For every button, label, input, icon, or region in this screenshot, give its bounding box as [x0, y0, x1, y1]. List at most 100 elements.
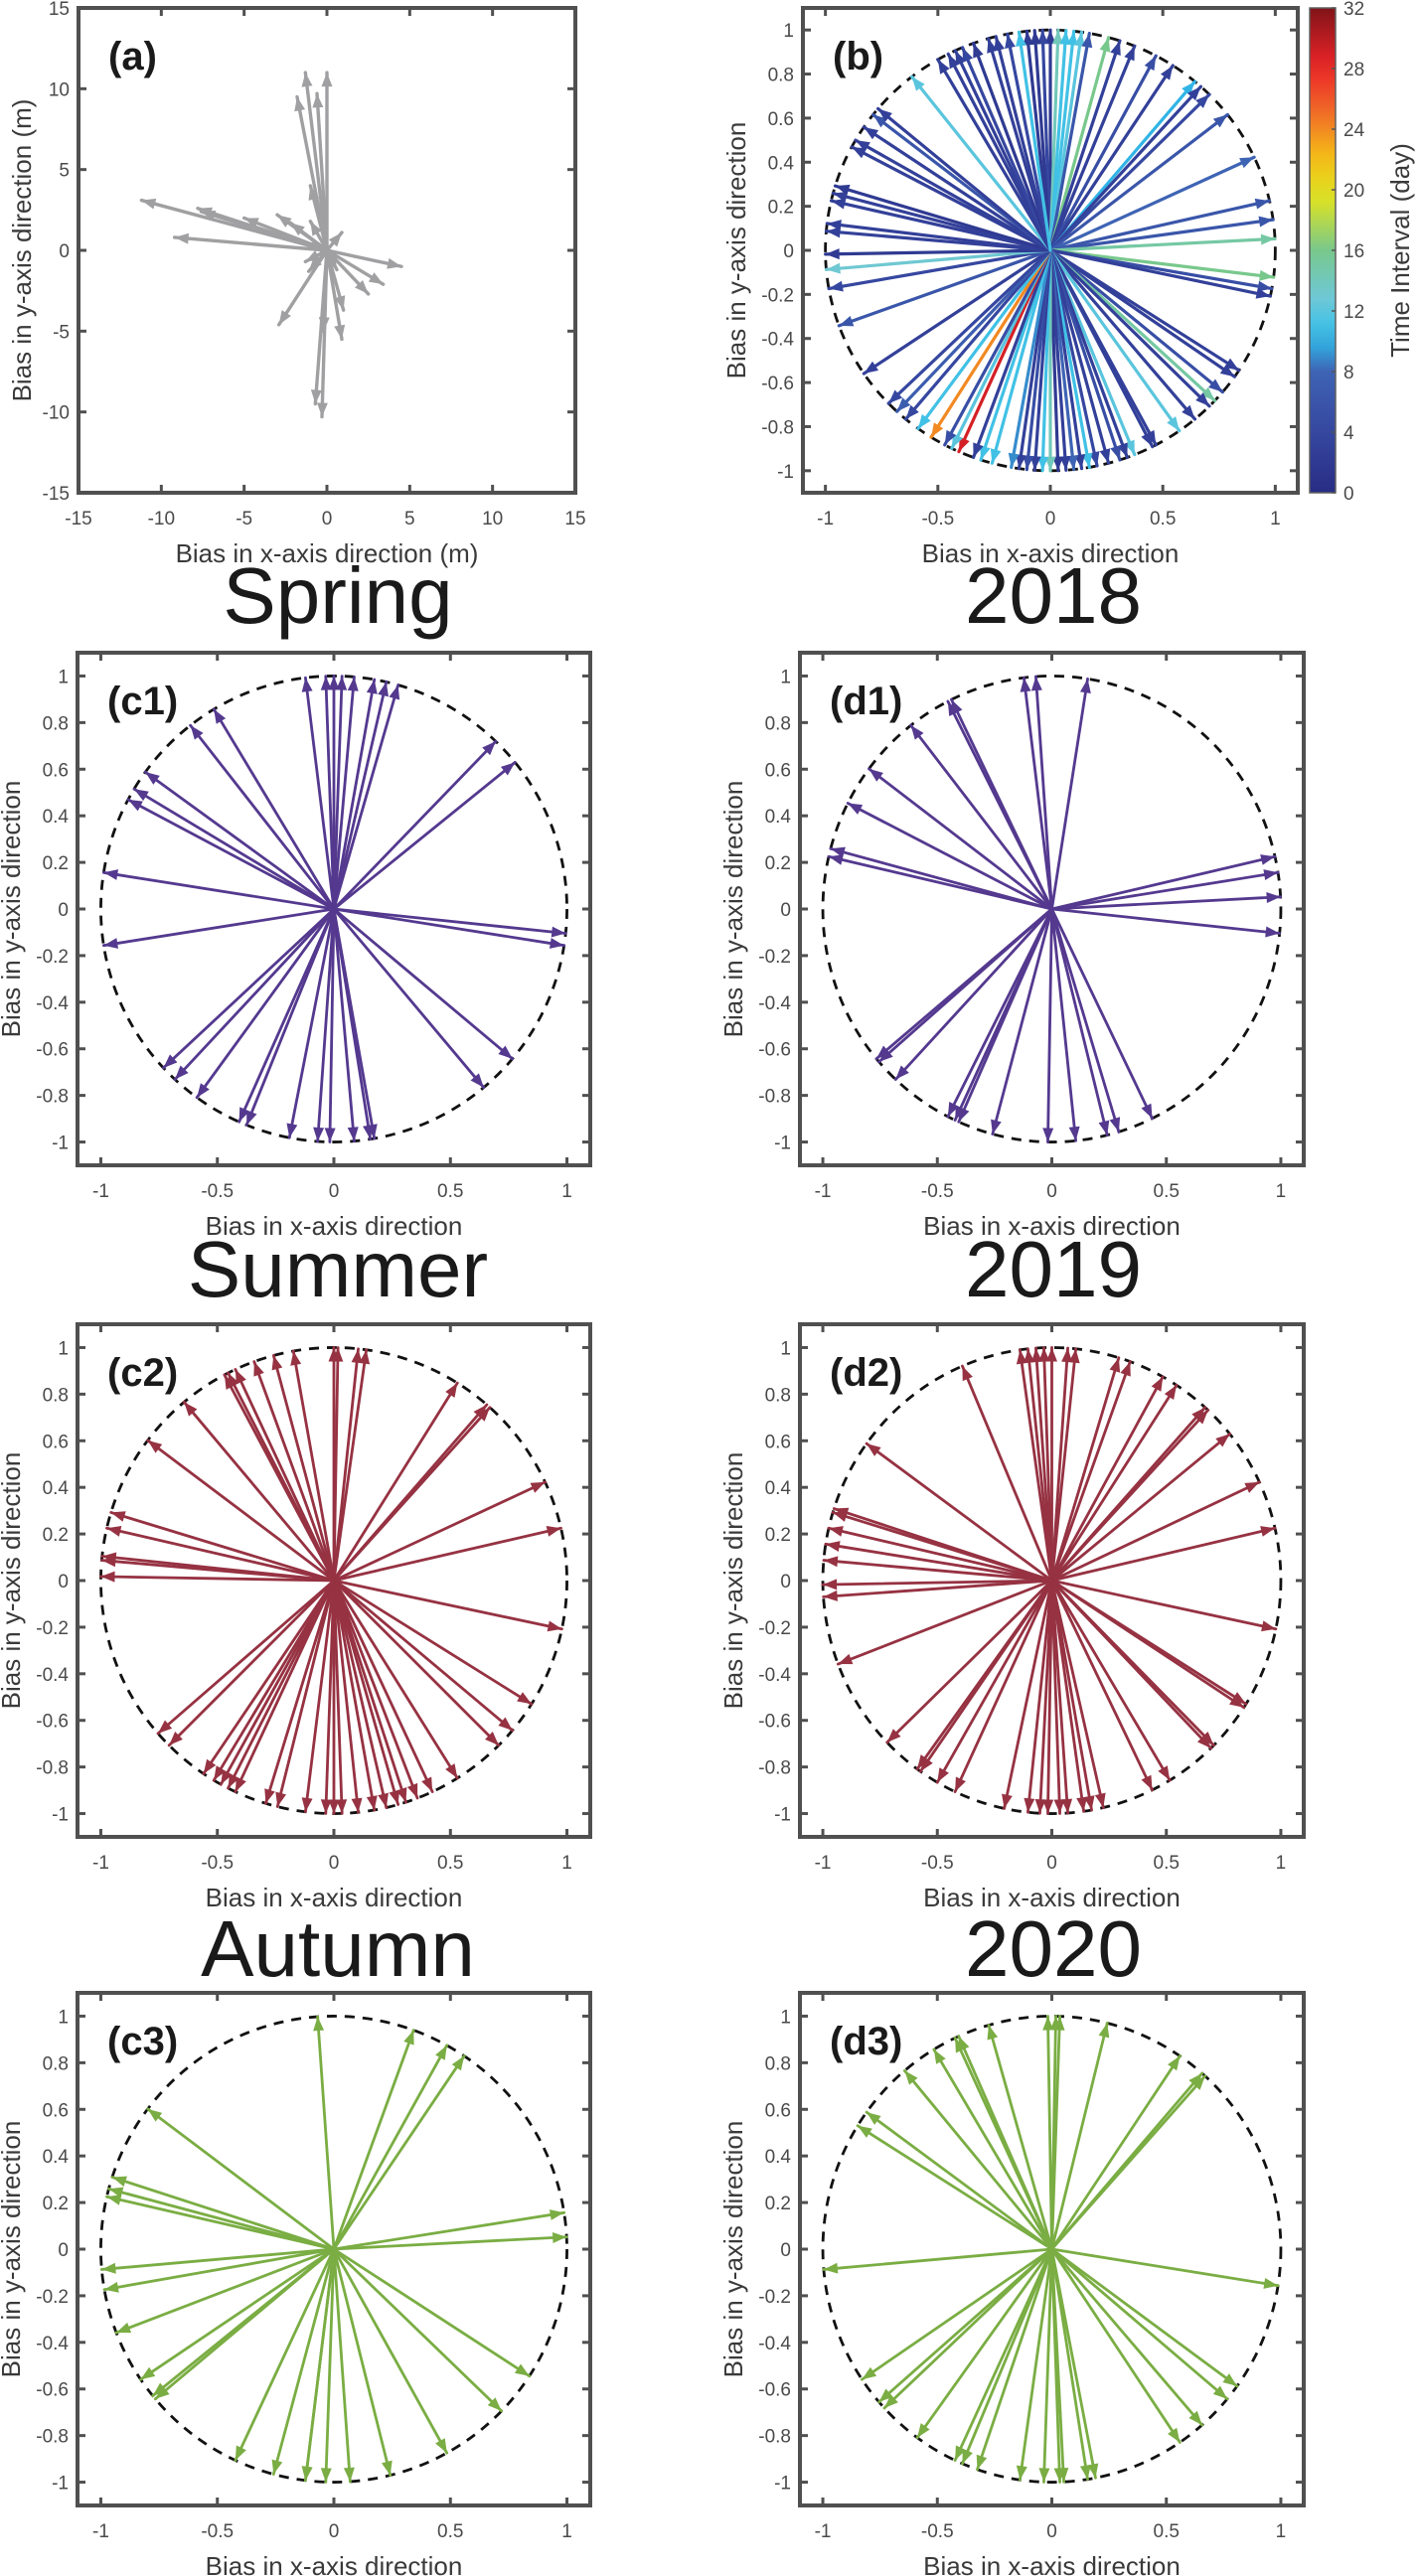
x-tick-label: 5: [404, 509, 415, 530]
y-tick-label: -15: [43, 484, 70, 505]
x-tick-label: 1: [561, 2521, 572, 2542]
unit-circle: [821, 1346, 1283, 1815]
y-tick-label: -0.2: [758, 2287, 791, 2308]
x-tick-label: -0.5: [921, 1181, 954, 1202]
panel-tag: (a): [108, 35, 157, 78]
y-tick-label: -0.8: [758, 2427, 791, 2448]
panel-tag: (d1): [830, 680, 902, 723]
y-axis-label: Bias in y-axis direction: [721, 122, 751, 379]
unit-circle: [821, 675, 1283, 1143]
y-tick-label: -10: [43, 403, 70, 424]
x-tick-label: 1: [561, 1181, 572, 1202]
y-tick-label: 0.8: [765, 2053, 791, 2074]
colorbar-tick-label: 20: [1343, 181, 1364, 202]
x-axis-label: Bias in x-axis direction: [923, 2551, 1181, 2576]
panel-c2: -1 -0.5 0 0.5 1 -1 -0.8 -0.6 -0.4 -0.2 0 0.2 0.4 0.6 0…: [0, 1322, 592, 1912]
row-title-summer: Summer: [187, 1225, 489, 1313]
y-tick-label: -1: [774, 1805, 791, 1826]
y-tick-label: -0.6: [36, 1040, 69, 1061]
panel-tag: (d3): [830, 2020, 902, 2063]
y-tick-label: -0.4: [36, 1665, 69, 1686]
y-axis-label: Bias in y-axis direction: [0, 1452, 26, 1710]
panel-d1: -1 -0.5 0 0.5 1 -1 -0.8 -0.6 -0.4 -0.2 0 0.2 0.4 0.6 0…: [718, 651, 1306, 1241]
x-tick-label: 0: [1046, 2521, 1057, 2542]
x-tick-label: 1: [1276, 1181, 1287, 1202]
y-tick-label: 0.4: [765, 2147, 792, 2168]
x-tick-label: 0.5: [1154, 1853, 1180, 1874]
y-tick-label: 0.8: [43, 1385, 69, 1406]
y-tick-label: -0.2: [36, 2287, 69, 2308]
y-tick-label: 1: [780, 1338, 791, 1359]
y-tick-label: 0: [58, 900, 69, 921]
y-axis-label: Bias in y-axis direction: [0, 2121, 26, 2378]
y-tick-label: -1: [774, 2474, 791, 2495]
y-tick-label: 0.6: [765, 760, 791, 781]
panel-c1: -1 -0.5 0 0.5 1 -1 -0.8 -0.6 -0.4 -0.2 0 0.2 0.4 0.6 0…: [0, 651, 592, 1241]
x-tick-label: -15: [65, 509, 91, 530]
y-tick-label: 0.6: [43, 760, 69, 781]
x-tick-label: -0.5: [921, 2521, 954, 2542]
y-tick-label: -0.6: [761, 374, 794, 394]
row-title-autumn: Autumn: [201, 1904, 475, 1993]
row-title-2018: 2018: [965, 551, 1142, 640]
y-tick-label: 0.2: [43, 853, 69, 874]
x-tick-label: 15: [564, 509, 585, 530]
y-tick-label: -0.2: [761, 285, 794, 306]
y-tick-label: 0: [780, 900, 791, 921]
x-tick-label: -1: [815, 2521, 832, 2542]
y-tick-label: -0.8: [758, 1087, 791, 1108]
y-tick-label: 0.8: [43, 713, 69, 734]
x-tick-label: 0.5: [1150, 509, 1176, 530]
x-tick-label: 0.5: [1154, 1181, 1180, 1202]
x-axis-label: Bias in x-axis direction: [206, 1883, 463, 1912]
y-tick-label: 0: [58, 2240, 69, 2261]
y-tick-label: -0.6: [758, 2380, 791, 2401]
y-tick-label: -0.4: [758, 2334, 791, 2354]
x-tick-label: -0.5: [201, 2521, 234, 2542]
panel-tag: (c3): [107, 2020, 178, 2063]
x-tick-label: 0.5: [437, 1853, 463, 1874]
y-tick-label: -0.2: [36, 947, 69, 968]
x-tick-label: 1: [1276, 2521, 1287, 2542]
y-tick-label: 10: [49, 79, 70, 100]
x-axis-label: Bias in x-axis direction (m): [176, 538, 479, 568]
y-tick-label: 0: [780, 2240, 791, 2261]
colorbar-tick-label: 0: [1343, 484, 1354, 505]
y-tick-label: 5: [59, 161, 70, 182]
y-tick-label: -1: [52, 2474, 69, 2495]
x-tick-label: -10: [148, 509, 175, 530]
y-tick-label: -1: [774, 1134, 791, 1154]
x-tick-label: -1: [815, 1853, 832, 1874]
y-tick-label: 1: [780, 2007, 791, 2028]
y-tick-label: -0.8: [761, 417, 794, 438]
y-tick-label: -0.4: [761, 330, 794, 351]
panel-a: -15 -10 -5 0 5 10 15 -15 -10 -5 0 5 10 15 Bias in x-ax…: [7, 0, 586, 568]
x-axis-label: Bias in x-axis direction: [206, 1211, 463, 1241]
x-tick-label: 0.5: [437, 1181, 463, 1202]
y-tick-label: 0.4: [43, 807, 70, 828]
x-tick-label: 0: [1046, 1853, 1057, 1874]
panel-tag: (d2): [830, 1351, 902, 1395]
y-tick-label: 0: [780, 1572, 791, 1592]
x-tick-label: -0.5: [201, 1853, 234, 1874]
y-tick-label: -0.4: [758, 1665, 791, 1686]
colorbar-label: Time Interval (day): [1385, 143, 1415, 358]
y-tick-label: -0.2: [758, 947, 791, 968]
panel-d2: -1 -0.5 0 0.5 1 -1 -0.8 -0.6 -0.4 -0.2 0 0.2 0.4 0.6 0…: [718, 1322, 1306, 1912]
x-tick-label: -1: [92, 1181, 109, 1202]
y-tick-label: 0.2: [43, 1525, 69, 1546]
y-tick-label: 0.6: [765, 1432, 791, 1452]
y-tick-label: -0.8: [36, 1758, 69, 1779]
x-axis-label: Bias in x-axis direction: [922, 538, 1180, 568]
y-tick-label: 0.4: [43, 1478, 70, 1499]
panel-b: -1 -0.5 0 0.5 1 -1 -0.8 -0.6 -0.4 -0.2 0 0.2 0.4 0.6 0…: [721, 6, 1300, 568]
x-tick-label: -1: [92, 1853, 109, 1874]
y-tick-label: 1: [58, 1338, 69, 1359]
x-tick-label: -5: [236, 509, 252, 530]
y-tick-label: -1: [777, 462, 794, 483]
y-tick-label: 0.2: [765, 853, 791, 874]
y-tick-label: 0.2: [765, 2194, 791, 2214]
x-tick-label: 0.5: [437, 2521, 463, 2542]
colorbar-tick-label: 28: [1343, 60, 1364, 80]
